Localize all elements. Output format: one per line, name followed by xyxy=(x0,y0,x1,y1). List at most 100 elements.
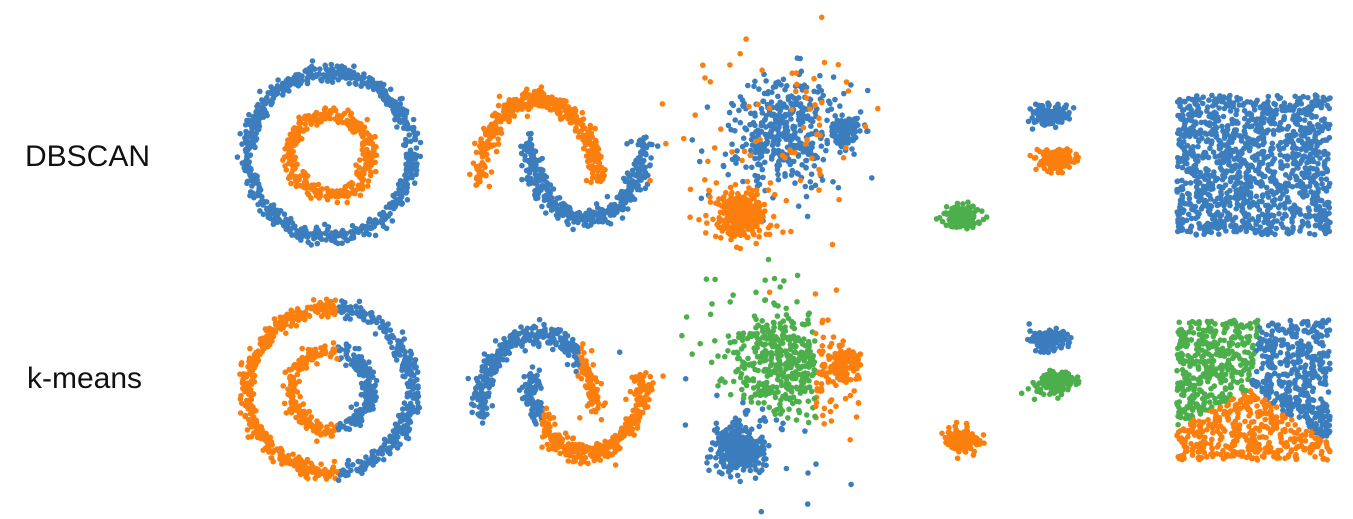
point xyxy=(302,121,309,127)
point xyxy=(335,240,341,247)
point xyxy=(544,104,550,110)
point xyxy=(875,105,881,112)
point xyxy=(345,457,352,464)
point xyxy=(548,207,555,213)
point xyxy=(367,161,374,167)
point xyxy=(359,186,366,192)
point xyxy=(1174,228,1181,235)
point xyxy=(251,194,257,201)
point xyxy=(361,466,368,473)
point xyxy=(367,172,374,179)
point xyxy=(1323,176,1330,182)
point xyxy=(1066,109,1072,116)
point xyxy=(1206,204,1212,211)
point xyxy=(532,171,539,178)
point xyxy=(804,136,810,143)
point xyxy=(311,66,318,72)
point xyxy=(385,213,392,219)
point xyxy=(407,169,413,175)
point xyxy=(1304,105,1311,112)
point xyxy=(527,136,534,142)
point xyxy=(1174,178,1180,185)
point xyxy=(1270,127,1277,134)
point xyxy=(1061,163,1068,169)
point xyxy=(1193,184,1200,190)
point xyxy=(1253,193,1260,200)
point xyxy=(328,230,335,236)
point xyxy=(763,78,769,84)
point xyxy=(758,120,765,126)
point xyxy=(1066,116,1073,122)
point xyxy=(770,112,776,119)
point xyxy=(1278,221,1285,227)
point xyxy=(265,206,272,213)
point xyxy=(635,155,642,161)
point xyxy=(553,203,559,210)
point xyxy=(242,122,249,128)
point xyxy=(780,229,786,235)
point xyxy=(338,304,344,311)
point xyxy=(383,94,390,101)
point xyxy=(1196,211,1202,217)
point xyxy=(824,137,830,144)
point xyxy=(1270,212,1277,219)
point xyxy=(589,175,596,181)
point xyxy=(1231,156,1237,162)
point xyxy=(595,218,602,225)
point xyxy=(832,96,838,103)
point xyxy=(387,86,394,93)
point xyxy=(528,92,534,99)
point xyxy=(1193,231,1199,237)
point xyxy=(1282,104,1289,110)
point xyxy=(559,115,565,122)
point xyxy=(314,240,321,247)
point xyxy=(1232,165,1238,171)
point xyxy=(760,98,767,104)
point xyxy=(1179,184,1185,190)
point xyxy=(1323,188,1330,194)
point xyxy=(732,117,738,123)
point xyxy=(372,331,379,337)
point xyxy=(794,55,801,61)
point xyxy=(595,168,601,174)
point xyxy=(274,90,281,97)
point xyxy=(237,410,244,416)
point xyxy=(1289,219,1295,225)
point xyxy=(1184,168,1190,175)
point xyxy=(289,232,295,238)
point xyxy=(1027,106,1033,112)
point xyxy=(1179,195,1186,201)
point xyxy=(403,189,410,195)
point xyxy=(737,119,744,126)
point xyxy=(1248,162,1254,169)
point xyxy=(739,97,746,103)
point xyxy=(793,88,799,95)
point xyxy=(500,108,507,115)
point xyxy=(403,434,410,441)
point xyxy=(536,157,543,163)
point xyxy=(319,114,325,120)
point xyxy=(768,156,775,162)
point xyxy=(1212,153,1219,160)
point xyxy=(315,119,322,126)
point xyxy=(1261,107,1267,113)
point xyxy=(1298,224,1304,230)
point xyxy=(1212,101,1219,108)
point xyxy=(588,165,594,172)
point xyxy=(1306,212,1312,218)
point xyxy=(819,177,826,183)
point xyxy=(1264,207,1271,214)
point xyxy=(1223,169,1229,176)
point xyxy=(581,222,587,228)
point xyxy=(737,245,744,252)
point xyxy=(770,123,776,130)
point xyxy=(407,173,414,180)
point xyxy=(827,100,833,107)
point xyxy=(344,237,351,244)
point xyxy=(746,103,752,110)
point xyxy=(283,316,289,323)
point xyxy=(1195,143,1201,150)
point xyxy=(361,231,367,238)
point xyxy=(818,14,825,21)
point xyxy=(762,159,768,166)
